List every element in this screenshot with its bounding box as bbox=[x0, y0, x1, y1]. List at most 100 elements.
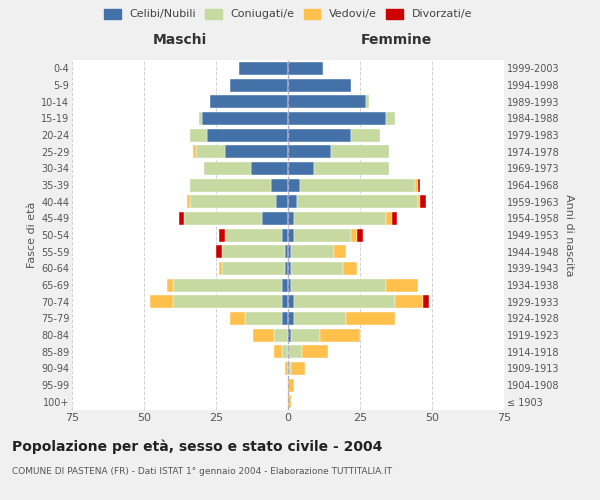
Bar bbox=[285, 262, 288, 275]
Bar bbox=[282, 312, 288, 325]
Bar bbox=[184, 212, 262, 225]
Bar bbox=[395, 295, 424, 308]
Bar bbox=[173, 278, 282, 291]
Bar bbox=[294, 295, 395, 308]
Bar bbox=[288, 228, 294, 241]
Bar bbox=[288, 312, 294, 325]
Bar bbox=[193, 145, 196, 158]
Bar bbox=[386, 212, 392, 225]
Bar bbox=[334, 245, 346, 258]
Text: COMUNE DI PASTENA (FR) - Dati ISTAT 1° gennaio 2004 - Elaborazione TUTTITALIA.IT: COMUNE DI PASTENA (FR) - Dati ISTAT 1° g… bbox=[12, 468, 392, 476]
Bar bbox=[288, 162, 314, 175]
Bar bbox=[291, 362, 305, 375]
Bar bbox=[202, 112, 288, 125]
Bar bbox=[288, 378, 294, 392]
Bar bbox=[199, 112, 202, 125]
Bar bbox=[392, 212, 397, 225]
Bar bbox=[271, 178, 288, 192]
Bar bbox=[187, 195, 190, 208]
Bar bbox=[296, 195, 418, 208]
Bar bbox=[288, 245, 291, 258]
Bar bbox=[314, 162, 389, 175]
Bar bbox=[245, 312, 282, 325]
Y-axis label: Anni di nascita: Anni di nascita bbox=[563, 194, 574, 276]
Bar bbox=[320, 328, 360, 342]
Bar bbox=[424, 295, 429, 308]
Bar bbox=[294, 212, 386, 225]
Bar bbox=[219, 228, 224, 241]
Bar bbox=[343, 262, 357, 275]
Text: Popolazione per età, sesso e stato civile - 2004: Popolazione per età, sesso e stato civil… bbox=[12, 440, 382, 454]
Bar bbox=[421, 195, 426, 208]
Bar bbox=[288, 128, 352, 141]
Bar bbox=[288, 178, 299, 192]
Bar bbox=[331, 145, 389, 158]
Text: Maschi: Maschi bbox=[153, 32, 207, 46]
Bar bbox=[299, 178, 415, 192]
Bar bbox=[418, 178, 421, 192]
Bar bbox=[288, 195, 296, 208]
Bar bbox=[239, 62, 288, 75]
Bar bbox=[274, 328, 288, 342]
Bar bbox=[288, 395, 291, 408]
Bar bbox=[386, 112, 395, 125]
Bar bbox=[291, 278, 386, 291]
Bar bbox=[230, 312, 245, 325]
Bar bbox=[288, 328, 291, 342]
Bar bbox=[288, 278, 291, 291]
Bar bbox=[302, 345, 328, 358]
Bar bbox=[190, 195, 277, 208]
Bar bbox=[282, 228, 288, 241]
Bar bbox=[366, 95, 368, 108]
Bar bbox=[291, 245, 334, 258]
Bar bbox=[288, 112, 386, 125]
Bar bbox=[352, 128, 380, 141]
Bar bbox=[210, 95, 288, 108]
Bar bbox=[150, 295, 173, 308]
Bar bbox=[294, 312, 346, 325]
Bar bbox=[418, 195, 421, 208]
Bar bbox=[262, 212, 288, 225]
Bar bbox=[285, 245, 288, 258]
Bar bbox=[277, 195, 288, 208]
Bar bbox=[291, 262, 343, 275]
Bar bbox=[222, 262, 285, 275]
Bar bbox=[196, 145, 224, 158]
Bar bbox=[288, 295, 294, 308]
Bar bbox=[173, 295, 282, 308]
Bar bbox=[282, 295, 288, 308]
Bar bbox=[251, 162, 288, 175]
Bar bbox=[357, 228, 363, 241]
Bar bbox=[288, 95, 366, 108]
Bar bbox=[205, 162, 251, 175]
Bar bbox=[288, 62, 323, 75]
Bar bbox=[288, 145, 331, 158]
Bar bbox=[230, 78, 288, 92]
Bar bbox=[346, 312, 395, 325]
Bar bbox=[222, 245, 285, 258]
Bar bbox=[216, 245, 222, 258]
Bar bbox=[190, 128, 208, 141]
Bar bbox=[190, 178, 271, 192]
Bar bbox=[294, 228, 352, 241]
Text: Femmine: Femmine bbox=[361, 32, 431, 46]
Bar bbox=[208, 128, 288, 141]
Bar bbox=[253, 328, 274, 342]
Bar bbox=[352, 228, 357, 241]
Bar bbox=[282, 345, 288, 358]
Bar bbox=[288, 78, 352, 92]
Bar bbox=[167, 278, 173, 291]
Bar bbox=[288, 362, 291, 375]
Bar bbox=[386, 278, 418, 291]
Bar bbox=[415, 178, 418, 192]
Bar bbox=[282, 278, 288, 291]
Bar bbox=[291, 328, 320, 342]
Bar bbox=[288, 345, 302, 358]
Bar bbox=[288, 262, 291, 275]
Bar bbox=[224, 228, 282, 241]
Bar bbox=[274, 345, 282, 358]
Bar bbox=[224, 145, 288, 158]
Bar bbox=[288, 212, 294, 225]
Bar bbox=[179, 212, 184, 225]
Legend: Celibi/Nubili, Coniugati/e, Vedovi/e, Divorzati/e: Celibi/Nubili, Coniugati/e, Vedovi/e, Di… bbox=[104, 8, 472, 20]
